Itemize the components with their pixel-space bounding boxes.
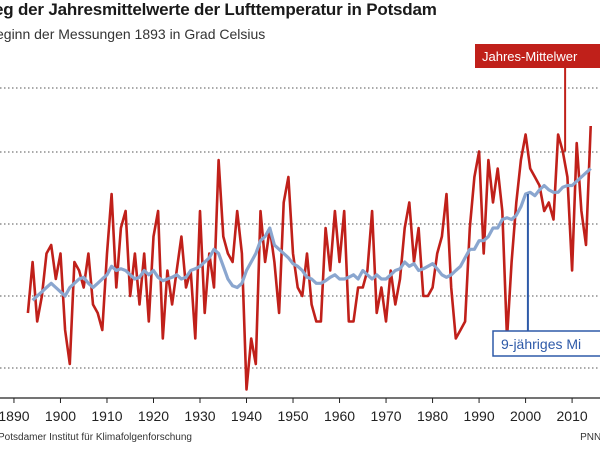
x-tick-label: 1960 (324, 408, 355, 424)
publisher-credit: PNN/ (580, 432, 600, 443)
average-label-box (492, 330, 600, 357)
average-label: 9-jähriges Mi (501, 336, 581, 352)
gridlines (0, 87, 600, 369)
source-credit: Potsdamer Institut für Klimafolgenforsch… (0, 432, 192, 443)
x-tick-label: 1950 (277, 408, 308, 424)
x-axis: 1890 1900 1910 1920 1930 1940 1950 1960 1970 1980… (0, 397, 600, 424)
x-tick-label: 1900 (45, 408, 76, 424)
annual-label: Jahres-Mittelwer (482, 49, 578, 64)
x-tick-label: 2010 (557, 408, 588, 424)
moving-average-series (31, 167, 592, 302)
chart-subtitle: eginn der Messungen 1893 in Grad Celsius (0, 26, 266, 42)
x-tick-label: 1930 (184, 408, 215, 424)
series-labels: Jahres-Mittelwer 9-jähriges Mi (475, 44, 600, 357)
x-tick-label: 1980 (417, 408, 448, 424)
x-tick-label: 1990 (463, 408, 494, 424)
x-tick-label: 2000 (510, 408, 541, 424)
x-tick-label: 1940 (231, 408, 262, 424)
x-tick-label: 1970 (370, 408, 401, 424)
moving-average-line (31, 167, 592, 302)
chart-title: eg der Jahresmittelwerte der Lufttempera… (0, 0, 437, 19)
x-tick-label: 1910 (91, 408, 122, 424)
x-tick-label: 1920 (138, 408, 169, 424)
x-tick-label: 1890 (0, 408, 30, 424)
annual-label-box (475, 44, 600, 68)
